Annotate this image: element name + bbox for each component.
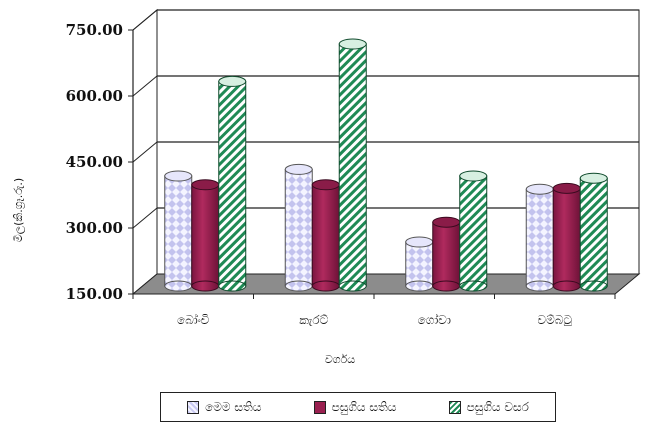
bar [432, 216, 461, 292]
bar-base [525, 280, 554, 292]
y-axis-title: මිල(කි.ග්‍රෑ.රු.) [12, 178, 26, 242]
bar-base [552, 280, 581, 292]
floor [131, 273, 641, 295]
bar-base [579, 280, 608, 292]
bar-body [191, 184, 220, 287]
bar-body [459, 175, 488, 287]
legend-swatch [448, 400, 461, 414]
legend: මෙම සතිය පසුගිය සතිය පසුගිය වසර [160, 392, 556, 422]
x-tick-label: කැරට් [299, 313, 328, 327]
bar [164, 170, 193, 292]
gridline-side [132, 207, 158, 229]
bar-top [579, 172, 608, 184]
legend-swatch [187, 400, 200, 414]
legend-item-last-year: පසුගිය වසර [448, 399, 529, 415]
gridline-side [132, 141, 158, 163]
bar-top [432, 216, 461, 228]
bar-body [432, 221, 461, 287]
bar-body [338, 43, 367, 287]
bar [579, 172, 608, 292]
gridline-side [132, 9, 158, 31]
bar [284, 163, 313, 292]
legend-label: මෙම සතිය [205, 399, 262, 414]
bar-base [191, 280, 220, 292]
bar-body [579, 177, 608, 287]
x-tick-label: වම්බටු [538, 313, 573, 327]
x-tick-label: ගෝවා [418, 313, 451, 327]
bars [164, 38, 608, 292]
bar-base [218, 280, 247, 292]
bar-body [311, 184, 340, 287]
bar-top [525, 183, 554, 195]
gridline-side [132, 75, 158, 97]
bar-base [284, 280, 313, 292]
y-tick-label: 450.00 [66, 153, 123, 171]
bar [405, 236, 434, 292]
bar-base [338, 280, 367, 292]
bar-base [311, 280, 340, 292]
bar-top [164, 170, 193, 182]
legend-label: පසුගිය සතිය [331, 399, 397, 414]
legend-item-last-week: පසුගිය සතිය [313, 399, 397, 415]
bar [191, 179, 220, 292]
bar [338, 38, 367, 292]
y-tick-label: 300.00 [66, 219, 123, 237]
bar-top [218, 75, 247, 87]
bar [311, 179, 340, 292]
bar [552, 182, 581, 292]
bar-top [405, 236, 434, 248]
legend-swatch [313, 400, 326, 414]
y-axis-ticks: 150.00 300.00 450.00 600.00 750.00 [66, 21, 134, 303]
chart-canvas: 150.00 300.00 450.00 600.00 750.00 බෝංචි කැරට… [12, 8, 641, 366]
bar-top [191, 179, 220, 191]
bar-body [552, 187, 581, 287]
bar-top [459, 170, 488, 182]
bar-top [552, 182, 581, 194]
bar-base [405, 280, 434, 292]
bar-top [284, 163, 313, 175]
x-axis-title: වර්ගය [325, 353, 355, 366]
legend-label: පසුගිය වසර [466, 399, 529, 414]
bar-top [311, 179, 340, 191]
bar [218, 75, 247, 292]
bar-body [218, 80, 247, 287]
bar-base [459, 280, 488, 292]
bar-body [525, 188, 554, 287]
bar-body [405, 241, 434, 287]
bar [459, 170, 488, 292]
x-tick-label: බෝංචි [177, 313, 210, 327]
bar [525, 183, 554, 292]
bar-body [164, 175, 193, 287]
x-axis-categories: බෝංචි කැරට් ගෝවා වම්බටු [132, 294, 616, 327]
y-tick-label: 150.00 [66, 285, 123, 303]
bar-base [432, 280, 461, 292]
bar-body [284, 168, 313, 287]
bar-top [338, 38, 367, 50]
y-tick-label: 600.00 [66, 87, 123, 105]
legend-item-this-week: මෙම සතිය [187, 400, 261, 415]
bar-base [164, 280, 193, 292]
y-tick-label: 750.00 [66, 21, 123, 39]
